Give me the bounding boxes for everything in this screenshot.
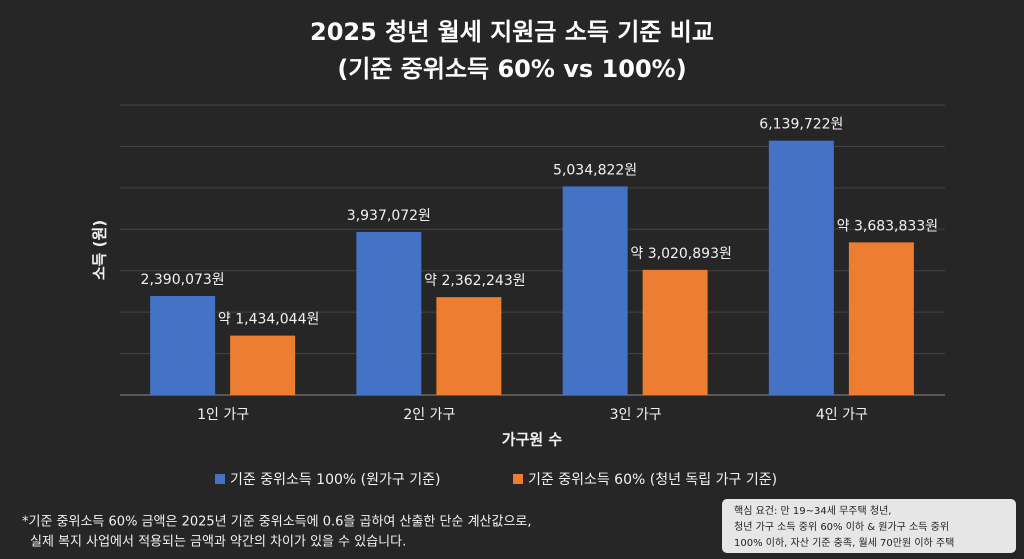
- y-axis-label: 소득 (원): [91, 220, 109, 280]
- footnote: *기준 중위소득 60% 금액은 2025년 기준 중위소득에 0.6을 곱하여…: [22, 515, 532, 530]
- bar: [150, 295, 216, 395]
- x-tick-label: 4인 가구: [816, 407, 868, 423]
- note-line: 100% 이하, 자산 기준 충족, 월세 70만원 이하 주택: [734, 536, 954, 549]
- legend-swatch: [513, 474, 523, 484]
- value-label: 약 2,362,243원: [424, 273, 525, 289]
- value-label: 2,390,073원: [141, 272, 225, 288]
- note-box: 핵심 요건: 만 19~34세 무주택 청년, 청년 가구 소득 중위 60% …: [722, 499, 1016, 553]
- x-axis-label: 가구원 수: [502, 431, 563, 449]
- bar: [562, 186, 628, 395]
- note-line: 핵심 요건: 만 19~34세 무주택 청년,: [734, 505, 891, 517]
- bar: [768, 140, 834, 395]
- value-label: 약 3,020,893원: [630, 246, 731, 262]
- legend-swatch: [215, 474, 225, 484]
- value-label: 약 3,683,833원: [837, 218, 938, 234]
- chart-subtitle: (기준 중위소득 60% vs 100%): [337, 55, 686, 83]
- footnote: 실제 복지 사업에서 적용되는 금액과 약간의 차이가 있을 수 있습니다.: [30, 535, 406, 550]
- x-tick-label: 1인 가구: [197, 407, 249, 423]
- note-background: [722, 499, 1016, 553]
- chart-title: 2025 청년 월세 지원금 소득 기준 비교: [310, 18, 714, 46]
- value-label: 6,139,722원: [759, 117, 843, 133]
- bar: [642, 269, 708, 395]
- bar: [848, 242, 914, 395]
- note-line: 청년 가구 소득 중위 60% 이하 & 원가구 소득 중위: [734, 520, 949, 533]
- legend-label: 기준 중위소득 60% (청년 독립 가구 기준): [528, 472, 777, 488]
- bar: [230, 335, 296, 395]
- x-tick-label: 3인 가구: [610, 407, 662, 423]
- bar: [436, 297, 502, 395]
- legend-label: 기준 중위소득 100% (원가구 기준): [230, 472, 440, 488]
- x-tick-label: 2인 가구: [403, 407, 455, 423]
- value-label: 약 1,434,044원: [218, 312, 319, 328]
- bar: [356, 231, 422, 395]
- value-label: 5,034,822원: [553, 162, 637, 178]
- value-label: 3,937,072원: [347, 208, 431, 224]
